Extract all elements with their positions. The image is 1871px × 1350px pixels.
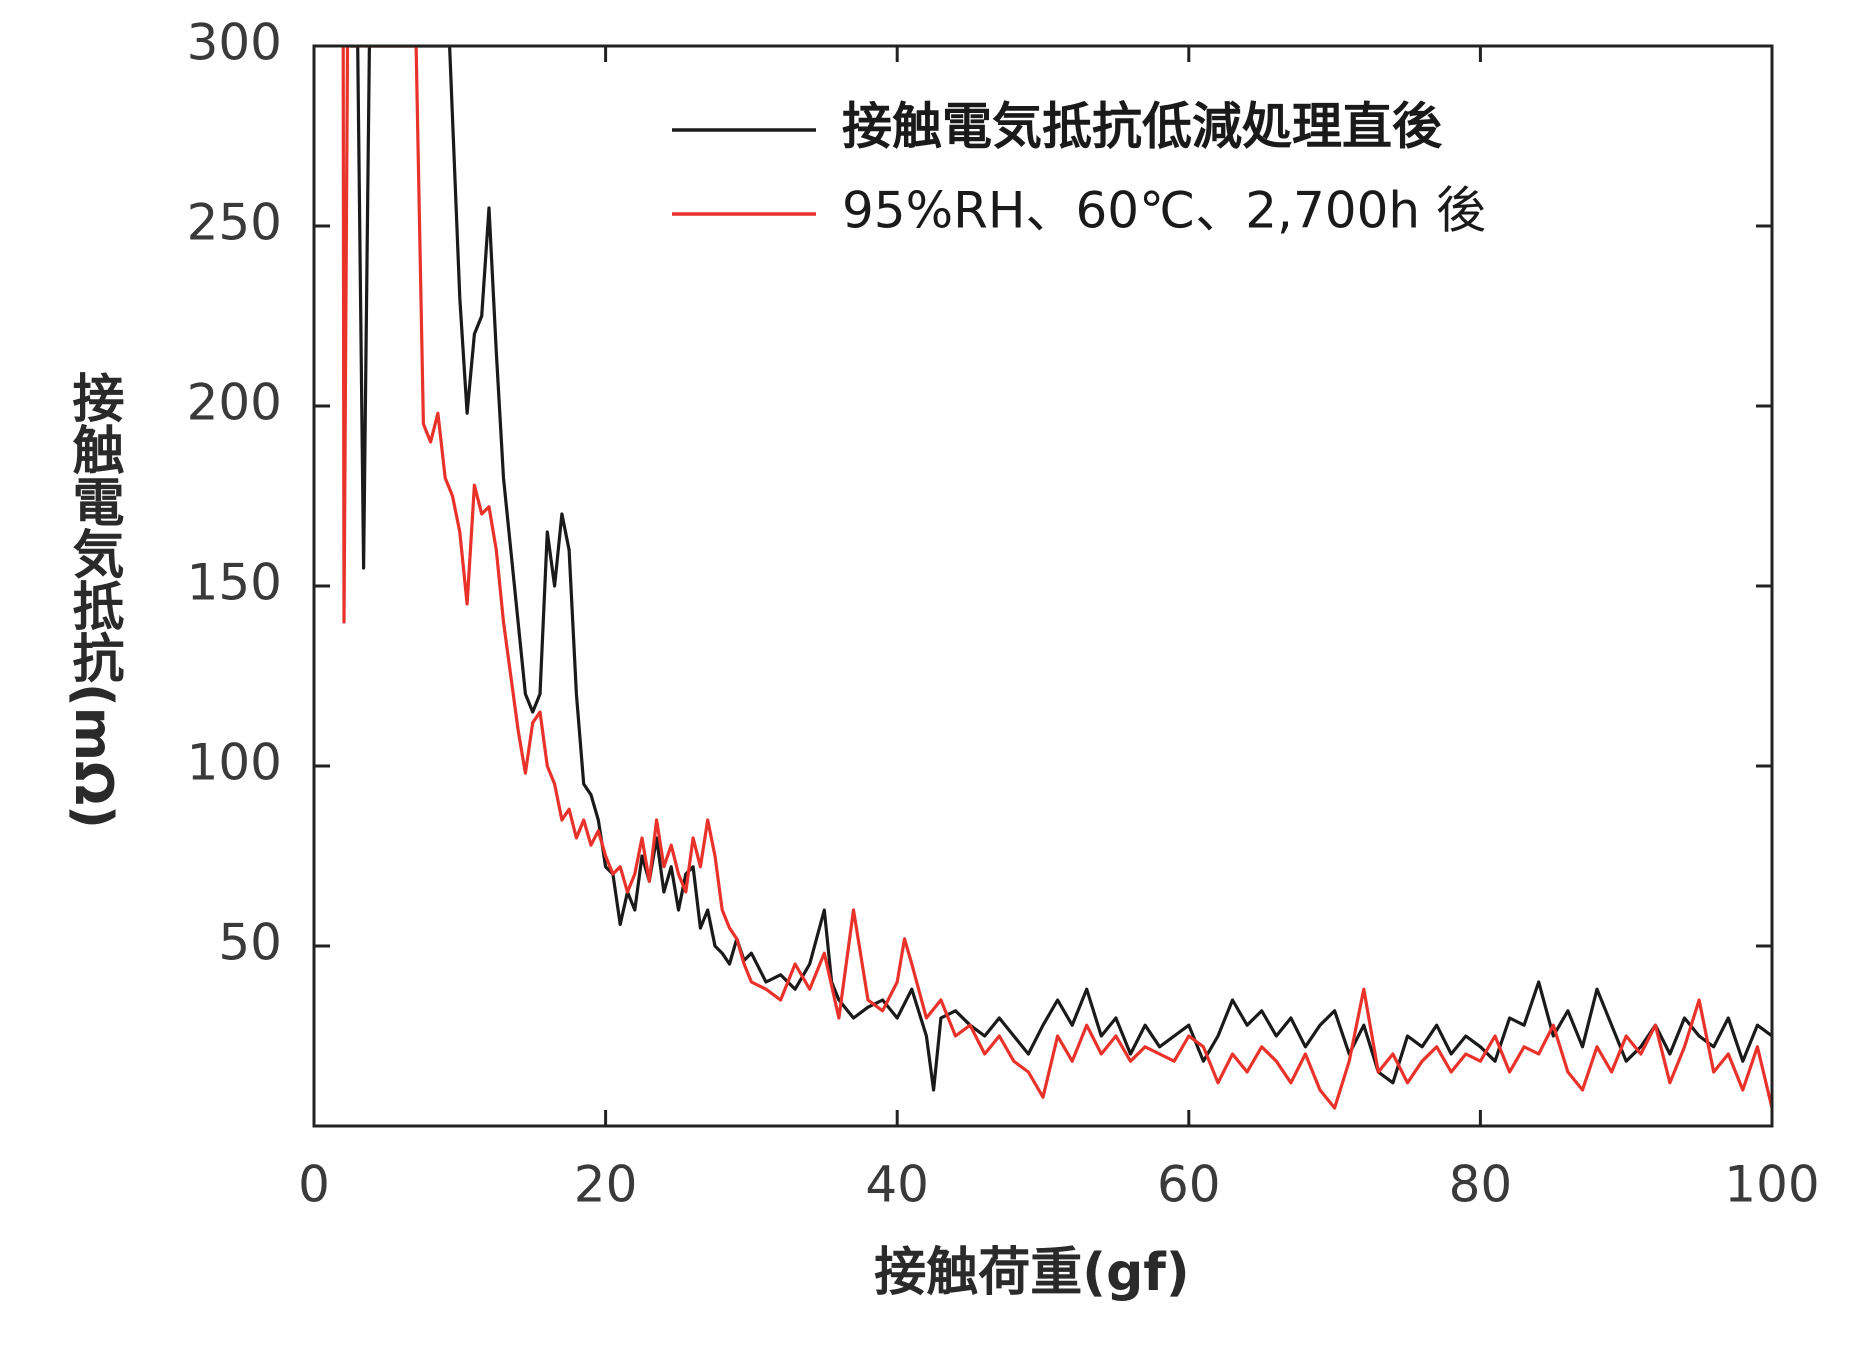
x-tick-label: 80 bbox=[1449, 1156, 1513, 1214]
x-tick-label: 20 bbox=[574, 1156, 638, 1214]
data-line bbox=[350, 46, 1772, 1092]
legend-label: 接触電気抵抗低減処理直後 bbox=[842, 98, 1443, 156]
legend-label: 95%RH、60℃、2,700h 後 bbox=[842, 182, 1486, 240]
y-tick-label: 300 bbox=[187, 14, 282, 72]
x-tick-label: 60 bbox=[1157, 1156, 1221, 1214]
data-line bbox=[341, 46, 1772, 1110]
y-tick-label: 150 bbox=[187, 554, 282, 612]
y-tick-label: 100 bbox=[187, 734, 282, 792]
x-tick-label: 40 bbox=[865, 1156, 929, 1214]
x-tick-label: 100 bbox=[1724, 1156, 1819, 1214]
y-tick-label: 200 bbox=[187, 374, 282, 432]
x-axis-label: 接触荷重(gf) bbox=[874, 1243, 1189, 1303]
x-tick-label: 0 bbox=[298, 1156, 330, 1214]
y-tick-label: 250 bbox=[187, 194, 282, 252]
plot-frame bbox=[312, 44, 1774, 1128]
y-tick-label: 50 bbox=[218, 914, 282, 972]
y-axis-label: 接触電気抵抗(mΩ) bbox=[63, 371, 124, 829]
